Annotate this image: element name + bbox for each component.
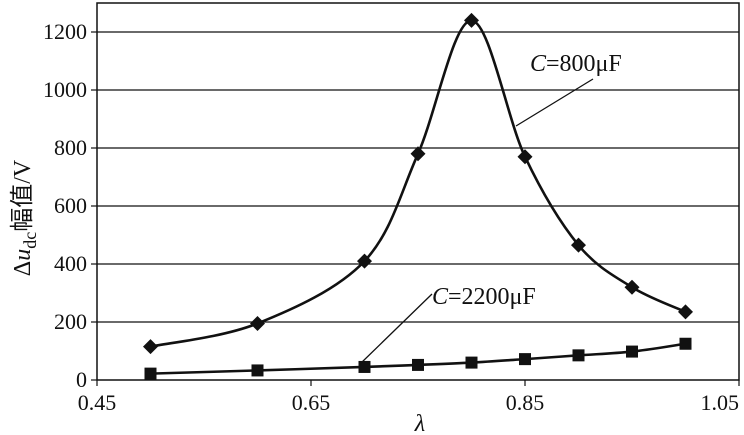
series-label-value: =800μF — [546, 51, 622, 77]
plot-frame — [96, 2, 740, 381]
data-point-diamond — [571, 237, 586, 253]
y-label-var: u — [10, 249, 36, 261]
x-tick-label: 0.65 — [292, 390, 331, 415]
data-point-diamond — [143, 339, 158, 355]
data-point-square — [358, 360, 371, 373]
data-point-diamond — [517, 149, 533, 165]
y-tick-label: 800 — [54, 135, 87, 160]
data-point-square — [626, 345, 638, 358]
data-point-diamond — [624, 279, 640, 295]
y-label-suffix: 幅值/V — [9, 159, 36, 232]
series-group — [143, 12, 693, 380]
y-axis-label: Δudc幅值/V — [9, 159, 40, 276]
leader-line — [359, 293, 433, 365]
series-label-value: =2200μF — [448, 284, 536, 310]
series-2 — [144, 337, 692, 380]
data-point-square — [251, 364, 264, 377]
x-tick-label: 0.85 — [506, 390, 545, 415]
data-point-diamond — [250, 315, 265, 331]
series-1 — [143, 12, 693, 355]
x-axis-ticks: 0.45 0.65 0.85 1.05 — [78, 380, 740, 415]
y-tick-label: 400 — [54, 251, 87, 276]
data-point-square — [144, 367, 157, 380]
data-point-square — [679, 337, 692, 350]
data-point-square — [519, 353, 531, 366]
leader-line — [515, 78, 594, 127]
y-tick-label: 600 — [54, 193, 87, 218]
y-tick-label: 1000 — [43, 77, 87, 102]
data-point-diamond — [678, 304, 693, 320]
gridlines — [97, 31, 739, 323]
series-label-var: C — [530, 51, 547, 77]
data-point-diamond — [410, 146, 426, 162]
y-label-prefix: Δ — [10, 261, 36, 276]
data-point-square — [412, 358, 424, 371]
x-tick-label: 0.45 — [78, 390, 117, 415]
y-tick-label: 200 — [54, 309, 87, 334]
series-line — [150, 19, 687, 348]
series-label: C=800μF — [530, 51, 622, 77]
data-point-square — [572, 349, 585, 362]
data-point-diamond — [464, 12, 479, 28]
data-point-diamond — [357, 253, 372, 269]
series-label: C=2200μF — [432, 284, 536, 310]
y-label-sub: dc — [20, 232, 40, 249]
y-tick-label: 0 — [76, 367, 87, 392]
series-label-var: C — [432, 284, 449, 310]
y-tick-label: 1200 — [43, 19, 87, 44]
x-axis-label: λ — [414, 411, 425, 435]
y-axis-ticks: 0 200 400 600 800 1000 1200 — [43, 19, 97, 392]
x-tick-label: 1.05 — [701, 390, 740, 415]
data-point-square — [465, 356, 478, 369]
